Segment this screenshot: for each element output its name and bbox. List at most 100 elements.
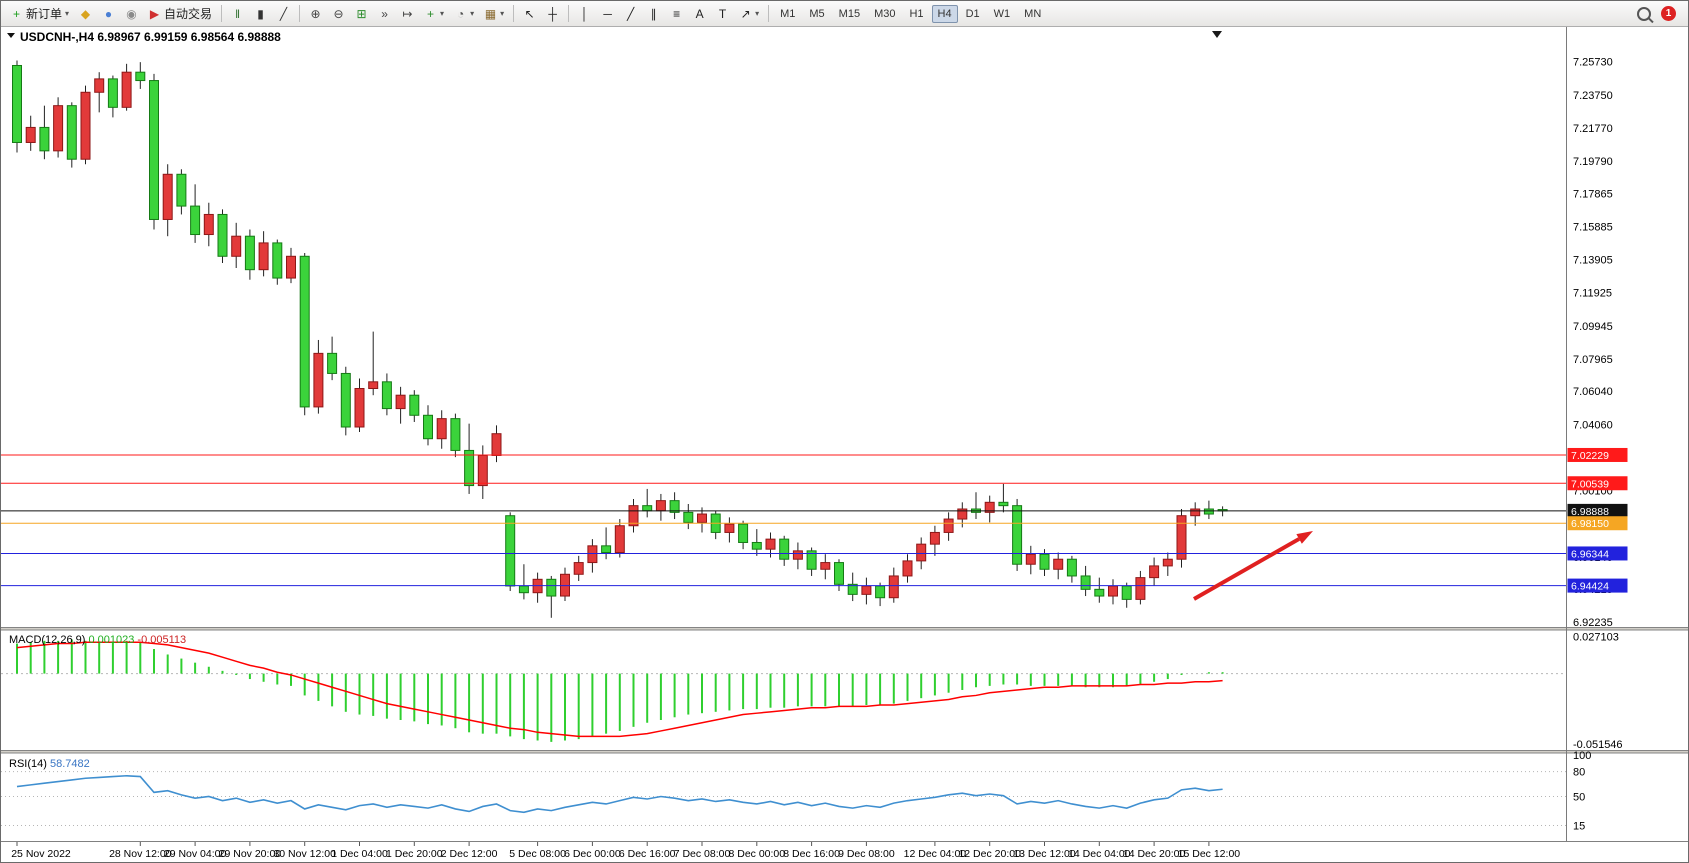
time-axis-label: 12 Dec 04:00: [904, 848, 967, 860]
dropdown-caret-icon: ▾: [65, 9, 70, 18]
toolbar-buttons-group: + 新订单 ▾ ◆ ● ◉ ▶ 自动交易 ‖ ▮ ╱ ⊕ ⊖ ⊞» ↦ + ▾ ◔ ▾ ▦ ▾ ↖ ┼ │ ─ ╱ ∥ ≡ A T ↗ ▾: [5, 4, 773, 24]
arrows-button[interactable]: ↗ ▾: [734, 4, 764, 24]
horizontal-line-icon: ─: [603, 6, 612, 21]
timeframe-m5-button[interactable]: M5: [803, 5, 830, 23]
horizontal-line-button[interactable]: ─: [596, 4, 619, 24]
vertical-line-button[interactable]: │: [573, 4, 596, 24]
candle-body: [697, 513, 707, 523]
auto-scroll-button[interactable]: »: [373, 4, 396, 24]
timeframe-w1-button[interactable]: W1: [988, 5, 1017, 23]
timeframe-h4-button[interactable]: H4: [931, 4, 958, 23]
trendline-icon: ╱: [626, 6, 635, 21]
candle-body: [395, 394, 406, 410]
time-axis-label: 15 Dec 12:00: [1178, 848, 1241, 860]
svg-text:7.00539: 7.00539: [1571, 478, 1609, 490]
candle-body: [1162, 558, 1173, 567]
notification-badge[interactable]: 1: [1661, 6, 1676, 21]
down-arrow-marker[interactable]: [1212, 31, 1222, 38]
indicators-button[interactable]: + ▾: [419, 4, 449, 24]
crosshair-icon: ┼: [548, 6, 557, 21]
timeframe-mn-button[interactable]: MN: [1018, 5, 1047, 23]
timeframe-m15-button[interactable]: M15: [833, 5, 866, 23]
chart-shift-icon: ↦: [402, 6, 413, 21]
toolbar-separator: [221, 5, 223, 22]
candle-body: [792, 550, 803, 560]
price-axis-label: 7.21770: [1573, 123, 1613, 135]
one-click-trading-toggle[interactable]: [7, 33, 15, 38]
price-axis-label: 7.15885: [1573, 221, 1613, 233]
channel-button[interactable]: ∥: [642, 4, 665, 24]
periods-button[interactable]: ◔ ▾: [449, 4, 479, 24]
label-button[interactable]: T: [711, 4, 734, 24]
trendline-button[interactable]: ╱: [619, 4, 642, 24]
price-line-label: 6.94424: [1567, 578, 1628, 593]
candle-body: [929, 531, 940, 545]
svg-text:6.98150: 6.98150: [1571, 518, 1609, 530]
time-axis-label: 25 Nov 2022: [11, 848, 71, 860]
candle-body: [1080, 575, 1091, 590]
rsi-level-label: 50: [1573, 792, 1585, 804]
candle-body: [601, 545, 612, 554]
time-axis-label: 14 Dec 20:00: [1123, 848, 1186, 860]
fibonacci-button[interactable]: ≡: [665, 4, 688, 24]
candle-body: [655, 500, 666, 512]
bar-chart-icon: ‖: [235, 6, 241, 21]
candle-body: [1025, 553, 1036, 565]
cursor-button[interactable]: ↖: [518, 4, 541, 24]
candlestick-chart-button[interactable]: ▮: [249, 4, 272, 24]
candle-body: [669, 500, 680, 513]
candle-body: [244, 235, 255, 271]
candlestick-icon: ▮: [257, 6, 264, 21]
candle-body: [203, 213, 214, 236]
rsi-splitter[interactable]: [1, 750, 1689, 754]
price-axis-label: 7.19790: [1573, 156, 1613, 168]
market-watch-button[interactable]: ●: [97, 4, 120, 24]
dropdown-caret-icon: ▾: [500, 9, 505, 18]
time-axis-label: 5 Dec 08:00: [509, 848, 566, 860]
navigator-button[interactable]: ◉: [120, 4, 143, 24]
svg-text:6.98888: 6.98888: [1571, 506, 1609, 518]
tile-windows-button[interactable]: ⊞: [350, 4, 373, 24]
text-button[interactable]: A: [688, 4, 711, 24]
crosshair-button[interactable]: ┼: [541, 4, 564, 24]
toolbar-separator: [568, 5, 570, 22]
candle-body: [820, 562, 831, 570]
line-chart-button[interactable]: ╱: [272, 4, 295, 24]
templates-button[interactable]: ▦ ▾: [479, 4, 509, 24]
cursor-icon: ↖: [524, 6, 535, 21]
toolbar-right-group: 1: [1637, 6, 1688, 21]
candle-body: [66, 105, 77, 160]
autotrade-button[interactable]: ▶ 自动交易: [143, 4, 217, 24]
trend-arrow-annotation[interactable]: [1193, 537, 1301, 601]
chart-canvas[interactable]: 7.25730 7.23750 7.21770 7.19790 7.17865 7.158…: [1, 27, 1689, 863]
bar-chart-button[interactable]: ‖: [226, 4, 249, 24]
candle-body: [286, 255, 296, 279]
zoom-out-button[interactable]: ⊖: [327, 4, 350, 24]
arrow-icon: ↗: [740, 6, 751, 21]
zoom-in-button[interactable]: ⊕: [304, 4, 327, 24]
charts-button[interactable]: ◆: [74, 4, 97, 24]
search-icon[interactable]: [1637, 6, 1651, 21]
candle-body: [998, 501, 1009, 507]
price-axis-label: 7.04060: [1573, 419, 1613, 431]
candle-body: [162, 173, 173, 220]
candles: [12, 60, 1228, 618]
timeframe-m1-button[interactable]: M1: [774, 5, 801, 23]
candle-body: [847, 583, 858, 595]
new-order-button[interactable]: + 新订单 ▾: [5, 4, 74, 24]
chart-shift-button[interactable]: ↦: [396, 4, 419, 24]
candle-body: [1190, 508, 1201, 517]
macd-splitter[interactable]: [1, 627, 1689, 631]
candle-body: [1149, 565, 1160, 579]
chart-background: [1, 27, 1688, 862]
candle-body: [916, 543, 927, 562]
candle-body: [39, 126, 50, 152]
timeframe-d1-button[interactable]: D1: [960, 5, 986, 23]
timeframe-h1-button[interactable]: H1: [903, 5, 929, 23]
timeframe-m30-button[interactable]: M30: [868, 5, 901, 23]
candle-body: [1094, 588, 1105, 597]
rsi-level-label: 15: [1573, 821, 1585, 833]
price-axis-label: 6.92235: [1573, 617, 1613, 629]
candle-body: [587, 545, 598, 564]
